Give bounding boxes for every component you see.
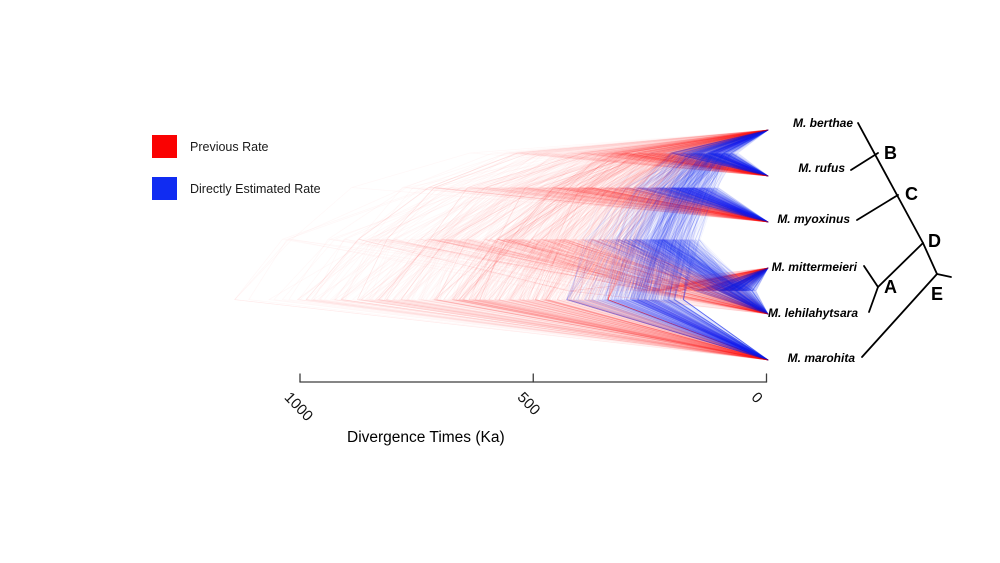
taxon-label-1: M. berthae [792,116,853,130]
taxon-label-3: M. myoxinus [777,212,850,226]
axis-title: Divergence Times (Ka) [347,429,505,446]
clade-node-label-b: B [884,143,897,163]
clade-node-label-a: A [884,277,897,297]
legend-label-previous-rate: Previous Rate [190,140,269,154]
legend-swatch-directly-estimated-rate [152,177,177,200]
legend-label-directly-estimated-rate: Directly Estimated Rate [190,182,321,196]
clade-node-label-c: C [905,184,918,204]
taxon-label-6: M. marohita [787,351,855,365]
clade-node-label-e: E [931,284,944,304]
taxon-label-5: M. lehilahytsara [767,306,858,320]
clade-node-label-d: D [928,231,941,251]
taxon-label-2: M. rufus [798,161,845,175]
taxon-label-4: M. mittermeieri [771,260,857,274]
legend-swatch-previous-rate [152,135,177,158]
